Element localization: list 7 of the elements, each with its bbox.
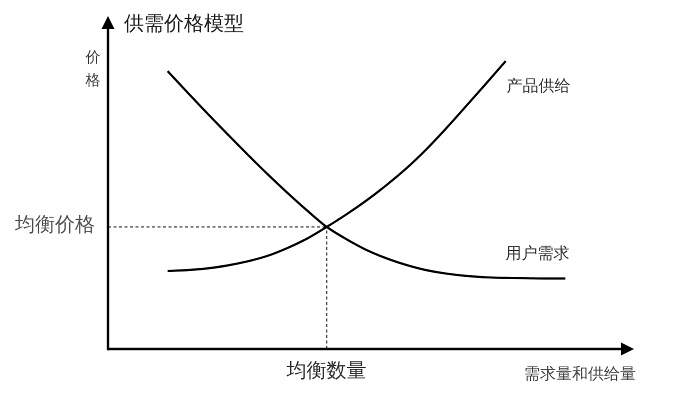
series-label: 用户需求 (505, 244, 570, 262)
ylabel: 价格 (86, 49, 100, 89)
series-label: 产品供给 (506, 77, 571, 96)
title: 供需价格模型 (124, 13, 244, 35)
ref-line-label: 均衡价格 (14, 214, 95, 236)
annotation: 均衡数量 (286, 360, 367, 382)
xlabel: 需求量和供给量 (524, 366, 636, 383)
